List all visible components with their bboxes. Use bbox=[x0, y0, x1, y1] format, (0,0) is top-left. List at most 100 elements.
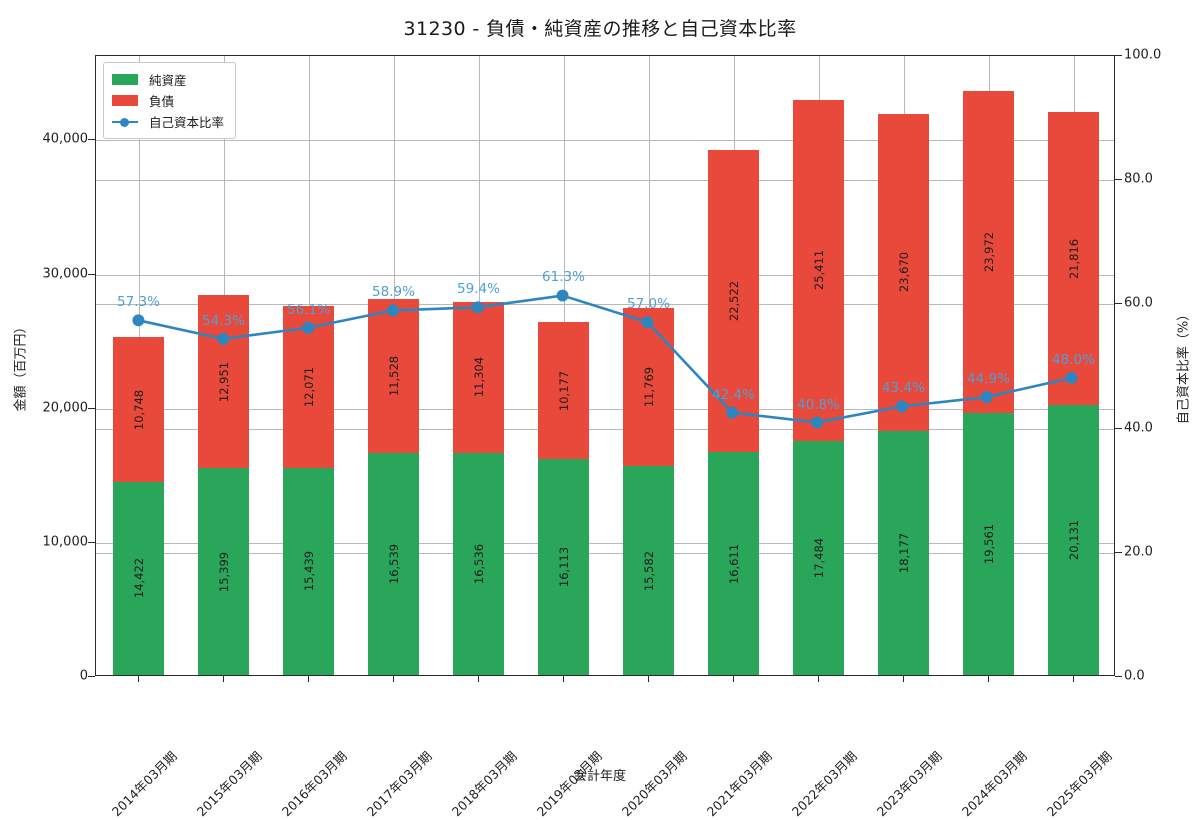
equity-ratio-value-label: 57.3% bbox=[117, 294, 160, 311]
bar-value-label: 12,071 bbox=[301, 366, 316, 408]
bar-segment-net-assets[interactable]: 16,611 bbox=[708, 452, 759, 675]
y-axis-right-tick-mark bbox=[1115, 676, 1122, 677]
x-axis-tick-mark bbox=[477, 676, 479, 682]
x-axis-tick-mark bbox=[817, 676, 819, 682]
page-title: 31230 - 負債・純資産の推移と自己資本比率 bbox=[403, 18, 797, 40]
bar-value-label: 25,411 bbox=[811, 249, 826, 291]
gridline-horizontal bbox=[96, 274, 1114, 276]
equity-ratio-value-label: 56.1% bbox=[287, 301, 330, 318]
bar-segment-net-assets[interactable]: 19,561 bbox=[963, 412, 1014, 675]
legend-line-marker-icon bbox=[112, 116, 138, 127]
bar-segment-liabilities[interactable]: 11,304 bbox=[453, 301, 504, 454]
bar-segment-liabilities[interactable]: 23,972 bbox=[963, 91, 1014, 413]
bar-segment-net-assets[interactable]: 18,177 bbox=[878, 431, 929, 675]
legend-swatch-icon bbox=[112, 74, 138, 85]
y-axis-left-tick-mark bbox=[88, 273, 95, 275]
equity-ratio-value-label: 59.4% bbox=[457, 281, 500, 298]
bar-value-label: 20,131 bbox=[1066, 519, 1081, 561]
bar-segment-liabilities[interactable]: 10,748 bbox=[113, 337, 164, 482]
bar-segment-net-assets[interactable]: 17,484 bbox=[793, 440, 844, 675]
x-axis-tick-mark bbox=[987, 676, 989, 682]
equity-ratio-value-label: 61.3% bbox=[542, 269, 585, 286]
y-axis-right-tick-label: 0.0 bbox=[1124, 668, 1145, 684]
bar-group[interactable]: 15,582 11,769 bbox=[623, 308, 674, 675]
bar-segment-net-assets[interactable]: 14,422 bbox=[113, 481, 164, 675]
bar-segment-net-assets[interactable]: 20,131 bbox=[1048, 405, 1099, 675]
bar-value-label: 23,670 bbox=[896, 252, 911, 293]
plot-area: 14,422 10,748 15,399 12,951 15,439 12,071 16,5… bbox=[95, 55, 1115, 676]
bar-value-label: 14,422 bbox=[131, 558, 146, 599]
x-axis-tick-mark bbox=[732, 676, 734, 682]
y-axis-left-tick-mark bbox=[88, 139, 95, 141]
legend-item-1[interactable]: 純資産 bbox=[112, 69, 224, 90]
bar-segment-liabilities[interactable]: 12,071 bbox=[283, 306, 334, 468]
x-axis-tick-mark bbox=[562, 676, 564, 682]
bar-value-label: 11,304 bbox=[471, 357, 486, 398]
bar-value-label: 10,177 bbox=[556, 370, 571, 411]
x-axis-tick-mark bbox=[307, 676, 309, 682]
equity-ratio-value-label: 42.4% bbox=[712, 386, 755, 403]
bar-group[interactable]: 16,113 10,177 bbox=[538, 322, 589, 675]
x-axis-title: 会計年度 bbox=[573, 769, 626, 784]
bar-group[interactable]: 14,422 10,748 bbox=[113, 337, 164, 675]
y-axis-right-tick-mark bbox=[1115, 55, 1122, 56]
gridline-horizontal bbox=[96, 180, 1114, 182]
chart-figure: 31230 - 負債・純資産の推移と自己資本比率 14,422 10,748 15,… bbox=[13, 18, 1192, 819]
bar-segment-net-assets[interactable]: 15,582 bbox=[623, 466, 674, 675]
chart-legend: 純資産負債 自己資本比率 bbox=[103, 62, 237, 139]
bar-value-label: 17,484 bbox=[811, 537, 826, 578]
bar-value-label: 22,522 bbox=[726, 281, 741, 322]
bar-segment-net-assets[interactable]: 15,439 bbox=[283, 467, 334, 675]
bar-segment-net-assets[interactable]: 16,539 bbox=[368, 453, 419, 675]
y-axis-right-title: 自己資本比率（%） bbox=[1176, 307, 1192, 425]
y-axis-right-tick-label: 60.0 bbox=[1124, 295, 1153, 311]
bar-value-label: 16,539 bbox=[386, 543, 401, 585]
line-path-equity-ratio bbox=[137, 294, 1073, 424]
y-axis-left-title: 金額（百万円） bbox=[13, 320, 29, 412]
legend-item-3[interactable]: 自己資本比率 bbox=[112, 111, 224, 132]
bar-segment-net-assets[interactable]: 15,399 bbox=[198, 468, 249, 675]
bar-segment-liabilities[interactable]: 10,177 bbox=[538, 322, 589, 459]
equity-ratio-value-label: 44.9% bbox=[967, 371, 1010, 388]
bar-segment-liabilities[interactable]: 11,528 bbox=[368, 298, 419, 454]
y-axis-right-tick-label: 100.0 bbox=[1124, 47, 1162, 63]
y-axis-right-tick-mark bbox=[1115, 303, 1122, 305]
bar-value-label: 10,748 bbox=[131, 389, 146, 430]
x-axis-tick-mark bbox=[647, 676, 649, 682]
bar-segment-net-assets[interactable]: 16,536 bbox=[453, 453, 504, 675]
bar-segment-net-assets[interactable]: 16,113 bbox=[538, 458, 589, 675]
y-axis-left-tick-mark bbox=[88, 407, 95, 409]
y-axis-left-tick-label: 0 bbox=[79, 668, 88, 684]
y-axis-left-tick-mark bbox=[88, 541, 95, 543]
bar-group[interactable]: 16,611 22,522 bbox=[708, 150, 759, 675]
x-axis-tick-mark bbox=[902, 676, 904, 682]
equity-ratio-value-label: 57.0% bbox=[627, 296, 670, 313]
y-axis-left-tick-label: 40,000 bbox=[42, 131, 89, 147]
legend-swatch-icon bbox=[112, 95, 138, 106]
bar-value-label: 19,561 bbox=[981, 523, 996, 564]
equity-ratio-value-label: 54.3% bbox=[202, 312, 245, 329]
legend-item-2[interactable]: 負債 bbox=[112, 90, 224, 111]
y-axis-right-tick-mark bbox=[1115, 551, 1122, 553]
y-axis-right-tick-label: 40.0 bbox=[1124, 420, 1153, 436]
bar-value-label: 15,582 bbox=[641, 550, 656, 591]
bar-value-label: 12,951 bbox=[216, 361, 231, 402]
bar-group[interactable]: 17,484 25,411 bbox=[793, 99, 844, 675]
x-axis-tick-mark bbox=[392, 676, 394, 682]
equity-ratio-value-label: 40.8% bbox=[797, 396, 840, 413]
bar-group[interactable]: 20,131 21,816 bbox=[1048, 112, 1099, 675]
x-axis-tick-mark bbox=[137, 676, 139, 682]
equity-ratio-value-label: 58.9% bbox=[372, 284, 415, 301]
y-axis-left-tick-label: 20,000 bbox=[42, 400, 89, 416]
y-axis-left-tick-label: 10,000 bbox=[42, 534, 89, 550]
equity-ratio-value-label: 48.0% bbox=[1052, 351, 1095, 368]
bar-segment-liabilities[interactable]: 11,769 bbox=[623, 308, 674, 467]
bar-group[interactable]: 16,536 11,304 bbox=[453, 301, 504, 675]
bar-segment-liabilities[interactable]: 22,522 bbox=[708, 150, 759, 453]
bar-segment-liabilities[interactable]: 25,411 bbox=[793, 99, 844, 441]
bar-group[interactable]: 15,399 12,951 bbox=[198, 294, 249, 675]
legend-item-label: 純資産 bbox=[149, 73, 187, 88]
x-axis-tick-mark bbox=[1072, 676, 1074, 682]
bar-group[interactable]: 15,439 12,071 bbox=[283, 306, 334, 675]
bar-group[interactable]: 16,539 11,528 bbox=[368, 298, 419, 675]
